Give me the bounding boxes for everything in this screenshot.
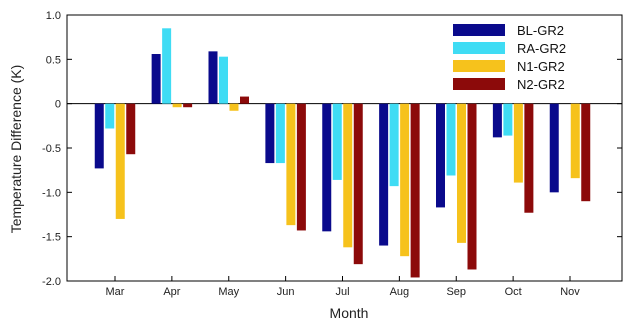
legend-label-ra-gr2: RA-GR2 xyxy=(517,41,566,56)
bar-ra-gr2 xyxy=(446,103,456,176)
bar-n1-gr2 xyxy=(513,103,523,183)
bar-n2-gr2 xyxy=(524,103,534,213)
legend: BL-GR2 RA-GR2 N1-GR2 N2-GR2 xyxy=(449,18,615,96)
bar-n2-gr2 xyxy=(353,103,363,265)
legend-swatch-bl-gr2 xyxy=(453,24,505,36)
legend-label-n2-gr2: N2-GR2 xyxy=(517,77,565,92)
bar-n1-gr2 xyxy=(343,103,353,248)
bar-bl-gr2 xyxy=(492,103,502,138)
y-axis-title: Temperature Difference (K) xyxy=(8,65,24,234)
legend-swatch-n2-gr2 xyxy=(453,78,505,90)
bar-bl-gr2 xyxy=(94,103,104,169)
bar-bl-gr2 xyxy=(322,103,332,232)
y-tick-label: -1.5 xyxy=(42,232,61,244)
x-tick-label: Aug xyxy=(390,286,410,298)
bar-n2-gr2 xyxy=(410,103,420,278)
y-tick-label: 0 xyxy=(55,99,61,111)
bar-ra-gr2 xyxy=(162,28,172,104)
bar-ra-gr2 xyxy=(389,103,399,187)
bar-n2-gr2 xyxy=(183,103,193,108)
y-tick-label: -0.5 xyxy=(42,143,61,155)
bar-n2-gr2 xyxy=(240,96,249,104)
y-tick-label: -1.0 xyxy=(42,187,61,199)
x-tick-label: Apr xyxy=(163,286,180,298)
bar-ra-gr2 xyxy=(219,56,228,104)
bar-n1-gr2 xyxy=(172,103,182,108)
bar-bl-gr2 xyxy=(151,54,161,104)
y-tick-label: -2.0 xyxy=(42,276,61,288)
bar-ra-gr2 xyxy=(503,103,513,136)
bar-n1-gr2 xyxy=(400,103,410,257)
x-tick-label: May xyxy=(218,286,239,298)
legend-label-n1-gr2: N1-GR2 xyxy=(517,59,565,74)
bar-n1-gr2 xyxy=(115,103,125,219)
bar-n2-gr2 xyxy=(296,103,306,231)
bar-bl-gr2 xyxy=(265,103,275,164)
x-tick-label: Mar xyxy=(106,286,125,298)
legend-swatch-n1-gr2 xyxy=(453,60,505,72)
bar-ra-gr2 xyxy=(105,103,115,129)
y-tick-label: 0.5 xyxy=(46,54,61,66)
bar-bl-gr2 xyxy=(436,103,445,208)
bar-bl-gr2 xyxy=(379,103,389,246)
y-tick-label: 1.0 xyxy=(46,10,61,22)
x-tick-label: Jul xyxy=(335,286,349,298)
bar-bl-gr2 xyxy=(549,103,559,193)
x-tick-label: Jun xyxy=(277,286,295,298)
bar-n1-gr2 xyxy=(286,103,296,226)
bar-bl-gr2 xyxy=(208,51,218,104)
x-tick-label: Nov xyxy=(560,286,580,298)
bar-n1-gr2 xyxy=(457,103,466,243)
x-tick-label: Sep xyxy=(446,286,466,298)
bar-n1-gr2 xyxy=(229,103,239,111)
legend-swatch-ra-gr2 xyxy=(453,42,505,54)
x-tick-label: Oct xyxy=(505,286,522,298)
legend-label-bl-gr2: BL-GR2 xyxy=(517,23,564,38)
bar-n2-gr2 xyxy=(467,103,477,270)
bar-n2-gr2 xyxy=(581,103,591,202)
bar-ra-gr2 xyxy=(275,103,285,164)
x-axis-title: Month xyxy=(330,305,369,320)
bar-ra-gr2 xyxy=(332,103,342,180)
bar-n2-gr2 xyxy=(126,103,136,155)
bar-n1-gr2 xyxy=(570,103,580,179)
